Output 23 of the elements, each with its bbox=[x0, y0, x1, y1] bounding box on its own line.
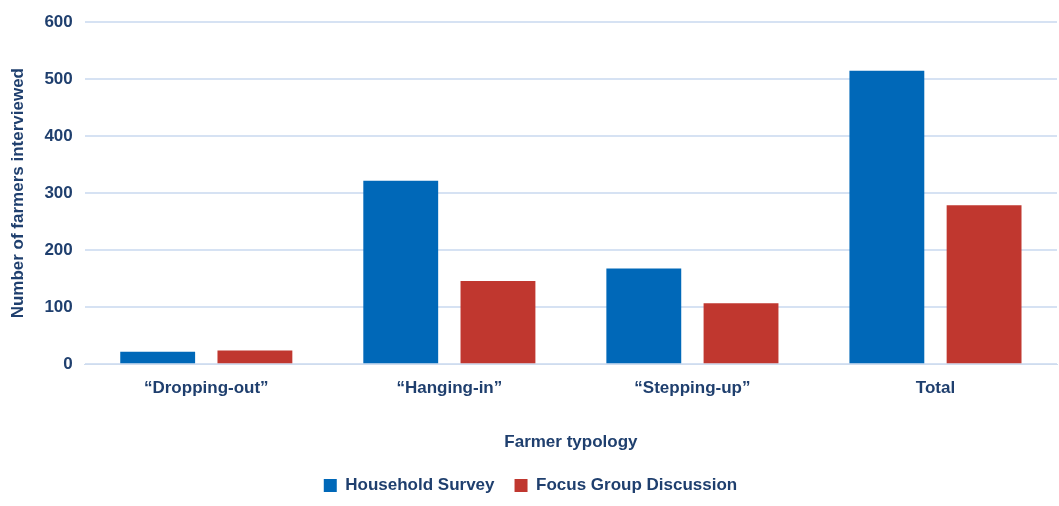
bar bbox=[217, 350, 293, 364]
x-tick-label: “Dropping-out” bbox=[143, 378, 269, 398]
x-axis-title: Farmer typology bbox=[504, 432, 639, 452]
legend-label: Household Survey bbox=[345, 475, 496, 495]
bar bbox=[460, 280, 536, 364]
bar bbox=[606, 268, 682, 364]
x-tick-label: “Hanging-in” bbox=[396, 378, 503, 398]
y-tick-label: 400 bbox=[44, 125, 73, 145]
bar bbox=[703, 303, 779, 364]
y-tick-label: 300 bbox=[44, 182, 73, 202]
y-tick-label: 200 bbox=[44, 239, 73, 259]
y-axis-title: Number of farmers interviewed bbox=[7, 68, 27, 319]
x-tick-label: Total bbox=[915, 378, 956, 398]
bar bbox=[946, 205, 1022, 364]
bar bbox=[363, 180, 439, 364]
legend-label: Focus Group Discussion bbox=[536, 475, 738, 495]
bar bbox=[849, 70, 925, 364]
x-tick-label: “Stepping-up” bbox=[634, 378, 751, 398]
y-tick-label: 600 bbox=[44, 11, 73, 31]
y-tick-label: 0 bbox=[63, 353, 73, 373]
y-tick-label: 100 bbox=[44, 296, 73, 316]
bar bbox=[120, 351, 196, 364]
y-tick-label: 500 bbox=[44, 68, 73, 88]
